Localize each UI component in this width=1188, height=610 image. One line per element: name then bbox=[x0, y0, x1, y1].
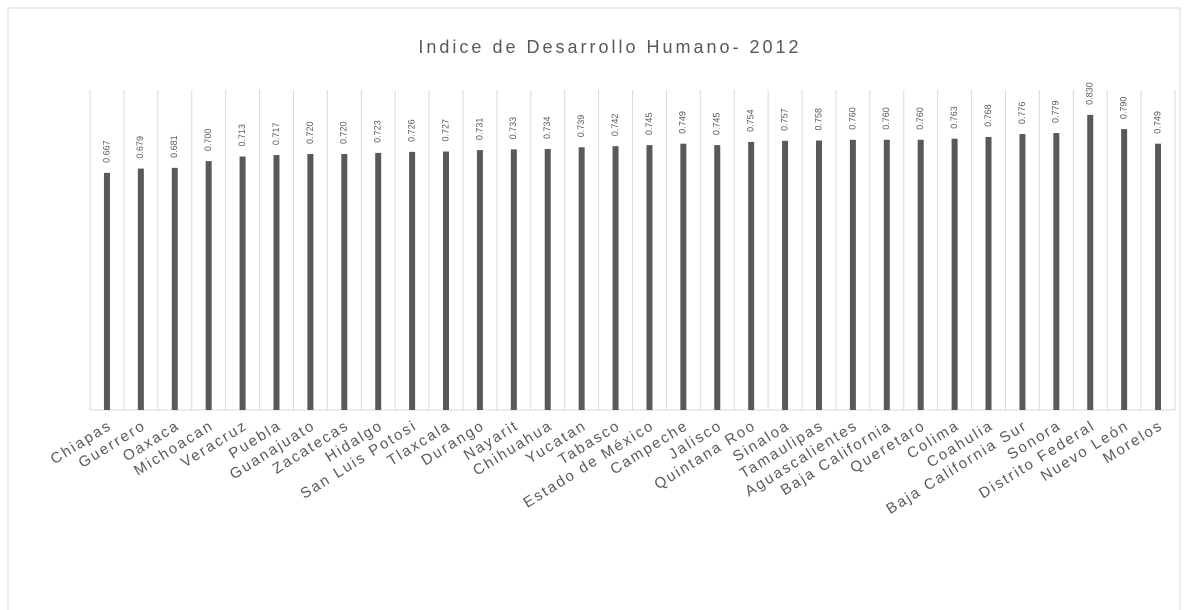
bar bbox=[849, 139, 856, 410]
bar bbox=[137, 168, 144, 410]
bar bbox=[239, 156, 246, 410]
bar bbox=[443, 151, 450, 410]
bar bbox=[646, 145, 653, 410]
value-label: 0.768 bbox=[983, 104, 993, 127]
value-label: 0.713 bbox=[237, 124, 247, 147]
bar bbox=[307, 154, 314, 410]
value-label: 0.679 bbox=[135, 136, 145, 159]
bar bbox=[476, 150, 483, 411]
value-label: 0.667 bbox=[101, 140, 111, 163]
value-label: 0.760 bbox=[915, 107, 925, 130]
bar bbox=[205, 161, 212, 410]
bar bbox=[714, 145, 721, 410]
value-label: 0.742 bbox=[610, 114, 620, 137]
value-label: 0.760 bbox=[881, 107, 891, 130]
value-label: 0.681 bbox=[169, 135, 179, 158]
bar bbox=[951, 138, 958, 410]
bar bbox=[985, 136, 992, 410]
bar bbox=[409, 151, 416, 410]
value-label: 0.700 bbox=[203, 129, 213, 152]
value-label: 0.720 bbox=[305, 121, 315, 144]
bar bbox=[917, 139, 924, 410]
bar bbox=[815, 140, 822, 410]
value-label: 0.790 bbox=[1119, 97, 1129, 120]
value-label: 0.754 bbox=[746, 109, 756, 132]
value-label: 0.749 bbox=[1152, 111, 1162, 134]
bar bbox=[612, 146, 619, 410]
bar bbox=[1053, 133, 1060, 410]
value-label: 0.749 bbox=[678, 111, 688, 134]
value-label: 0.717 bbox=[271, 123, 281, 146]
chart-frame bbox=[7, 7, 1181, 610]
value-label: 0.726 bbox=[406, 119, 416, 142]
bar bbox=[171, 167, 178, 410]
bar bbox=[103, 172, 110, 410]
value-label: 0.763 bbox=[949, 106, 959, 129]
bar bbox=[883, 139, 890, 410]
value-label: 0.757 bbox=[779, 108, 789, 131]
bar bbox=[1019, 134, 1026, 411]
bar bbox=[375, 152, 382, 410]
value-label: 0.758 bbox=[813, 108, 823, 131]
chart-title: Indice de Desarrollo Humano- 2012 bbox=[418, 37, 801, 57]
bar bbox=[1155, 143, 1162, 410]
value-label: 0.731 bbox=[474, 118, 484, 141]
bar bbox=[510, 149, 517, 410]
value-label: 0.739 bbox=[576, 115, 586, 138]
bar bbox=[748, 141, 755, 410]
bar bbox=[1121, 129, 1128, 410]
value-label: 0.720 bbox=[339, 121, 349, 144]
bar bbox=[1087, 114, 1094, 410]
bar bbox=[578, 147, 585, 410]
value-label: 0.727 bbox=[440, 119, 450, 142]
bar bbox=[680, 143, 687, 410]
value-label: 0.723 bbox=[373, 120, 383, 143]
value-label: 0.733 bbox=[508, 117, 518, 140]
value-label: 0.779 bbox=[1051, 100, 1061, 123]
value-label: 0.830 bbox=[1085, 82, 1095, 105]
bar bbox=[544, 149, 551, 410]
bar bbox=[782, 140, 789, 410]
value-label: 0.760 bbox=[847, 107, 857, 130]
value-label: 0.734 bbox=[542, 116, 552, 139]
bar bbox=[341, 154, 348, 410]
value-label: 0.745 bbox=[712, 113, 722, 136]
value-label: 0.745 bbox=[644, 113, 654, 136]
value-label: 0.776 bbox=[1017, 102, 1027, 125]
bar bbox=[273, 155, 280, 410]
